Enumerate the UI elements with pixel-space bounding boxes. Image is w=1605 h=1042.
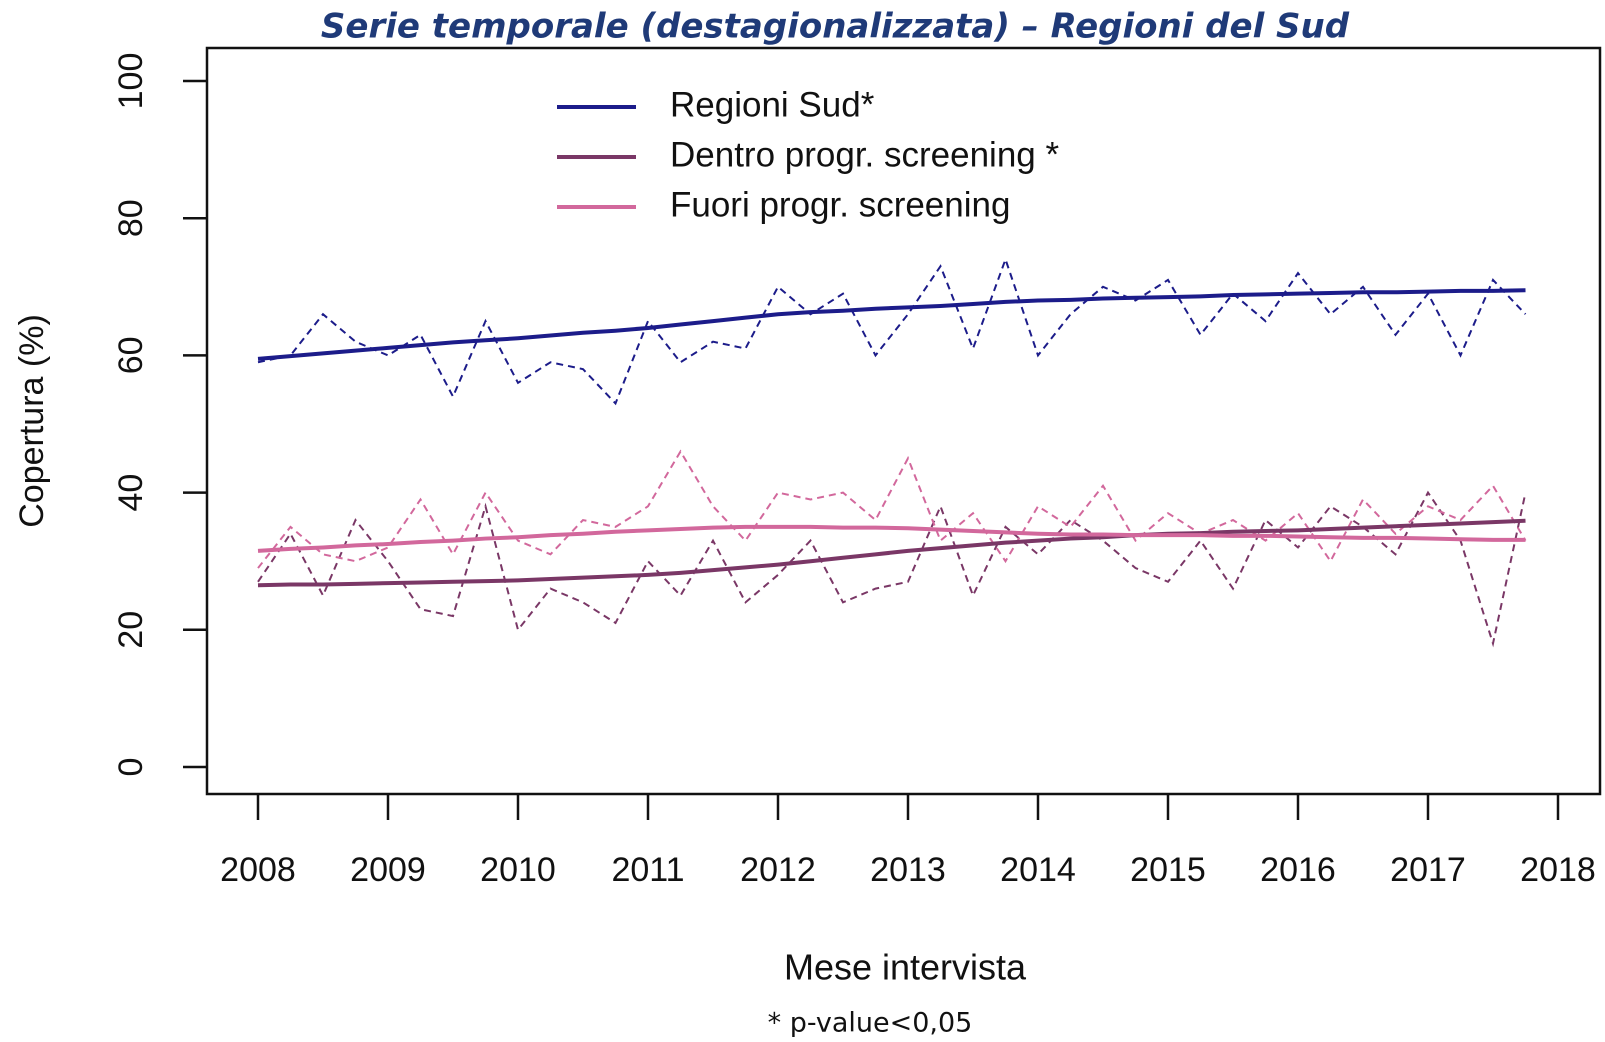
x-tick-label: 2016 <box>1260 851 1336 889</box>
x-tick-label: 2017 <box>1390 851 1466 889</box>
legend-label: Fuori progr. screening <box>670 185 1010 224</box>
x-axis-label: Mese intervista <box>784 947 1027 988</box>
legend-label: Dentro progr. screening * <box>670 135 1059 174</box>
plot-frame <box>205 46 1602 796</box>
x-tick-label: 2014 <box>1000 851 1076 889</box>
y-tick-label: 60 <box>112 336 150 374</box>
x-tick-label: 2010 <box>480 851 556 889</box>
x-tick-label: 2012 <box>740 851 816 889</box>
x-tick-label: 2018 <box>1520 851 1596 889</box>
chart-title: Serie temporale (destagionalizzata) – Re… <box>321 7 1350 47</box>
raw-line <box>257 256 1527 406</box>
trend-line <box>257 288 1526 361</box>
x-tick-label: 2011 <box>611 851 684 889</box>
y-tick-label: 0 <box>112 758 150 777</box>
x-tick-label: 2009 <box>350 851 426 889</box>
y-tick-label: 100 <box>112 53 150 110</box>
raw-line <box>257 490 1527 648</box>
y-tick-label: 20 <box>112 611 150 649</box>
trend-line <box>257 524 1526 553</box>
y-tick-label: 40 <box>112 474 150 512</box>
footnote: * p-value<0,05 <box>768 1008 973 1039</box>
legend-label: Regioni Sud* <box>670 85 875 124</box>
x-tick-label: 2008 <box>220 851 296 889</box>
y-tick-label: 80 <box>112 199 150 237</box>
x-tick-label: 2013 <box>870 851 946 889</box>
y-axis-label: Copertura (%) <box>13 314 51 528</box>
trend-line <box>257 518 1526 588</box>
x-tick-label: 2015 <box>1130 851 1206 889</box>
